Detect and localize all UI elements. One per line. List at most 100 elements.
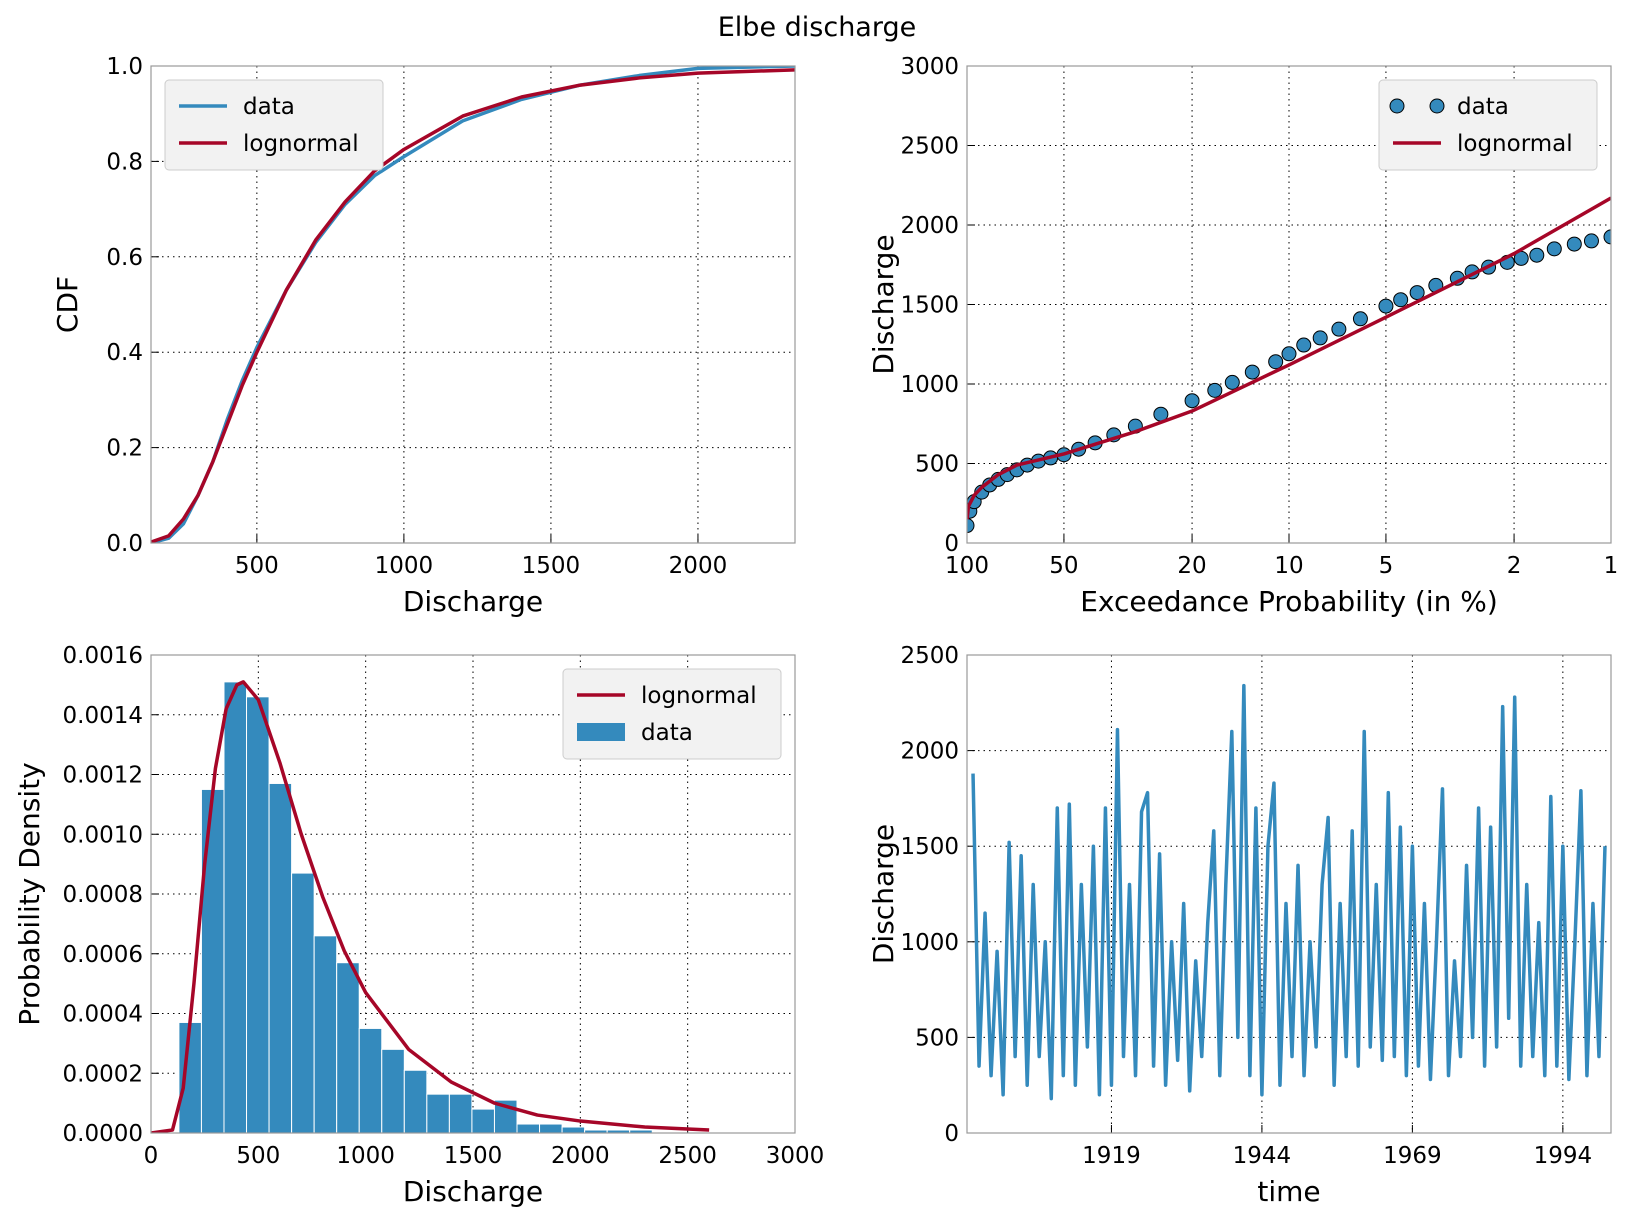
data-point — [1393, 292, 1409, 308]
y-tick-label: 2000 — [900, 739, 959, 765]
data-point — [1352, 311, 1368, 327]
legend-label: data — [1457, 94, 1509, 120]
data-point — [1184, 393, 1200, 409]
y-tick-label: 0.2 — [106, 436, 143, 462]
y-tick-label: 500 — [915, 452, 959, 478]
data-point — [1546, 241, 1562, 257]
bar — [336, 962, 360, 1133]
x-tick-label: 2 — [1507, 553, 1522, 579]
x-tick-label: 1919 — [1082, 1143, 1141, 1169]
bar — [313, 935, 338, 1133]
y-tick-label: 1.0 — [106, 54, 143, 80]
plot-area — [971, 683, 1607, 1101]
x-tick-label: 2000 — [551, 1143, 610, 1169]
y-tick-label: 0.0 — [106, 531, 143, 557]
x-tick-label: 1969 — [1383, 1143, 1442, 1169]
data-point — [1583, 233, 1599, 249]
y-tick-label: 500 — [915, 1025, 959, 1051]
legend: data lognormal — [1378, 79, 1598, 171]
x-tick-label: 1500 — [444, 1143, 503, 1169]
panel: 0 500 1000 1500 2000 2500 3000 100 50 20 10 5 2 1 Exce… — [867, 54, 1618, 618]
series-line — [971, 683, 1607, 1101]
x-tick-label: 0 — [144, 1143, 159, 1169]
x-tick-label: 500 — [236, 1143, 280, 1169]
bar — [561, 1126, 586, 1133]
y-tick-label: 0.8 — [106, 149, 143, 175]
bar — [471, 1108, 495, 1133]
series-line — [967, 196, 1611, 520]
y-tick-label: 0.0006 — [63, 942, 143, 968]
data-point — [1409, 285, 1425, 301]
panel: 0 500 1000 1500 2000 2500 1919 1944 1969 1994 time… — [867, 643, 1612, 1208]
y-axis-label: Discharge — [867, 234, 900, 374]
y-tick-label: 2000 — [900, 213, 959, 239]
x-tick-label: 3000 — [766, 1143, 825, 1169]
x-tick-label: 1 — [1604, 553, 1619, 579]
x-tick-label: 1000 — [336, 1143, 395, 1169]
legend: lognormal data — [562, 668, 782, 760]
x-tick-label: 5 — [1379, 553, 1394, 579]
y-tick-label: 1500 — [900, 834, 959, 860]
y-tick-label: 0.0016 — [63, 643, 143, 669]
panel: 0.0000 0.0002 0.0004 0.0006 0.0008 0.0010 0.00… — [13, 643, 824, 1208]
y-tick-label: 0 — [944, 531, 959, 557]
data-point — [1207, 382, 1223, 398]
y-tick-label: 2500 — [900, 643, 959, 669]
x-tick-label: 10 — [1274, 553, 1303, 579]
x-axis-label: time — [1257, 1175, 1320, 1208]
panel: 0.0 0.2 0.4 0.6 0.8 1.0 500 1000 1500 2000 Dischar… — [51, 54, 796, 618]
bar — [426, 1093, 450, 1133]
y-tick-label: 2500 — [900, 134, 959, 160]
legend-label: data — [641, 720, 693, 746]
legend-swatch — [1429, 98, 1445, 114]
data-point — [1268, 354, 1284, 370]
x-tick-label: 50 — [1049, 553, 1078, 579]
data-point — [1244, 364, 1260, 380]
bar — [403, 1069, 428, 1133]
data-point — [1331, 321, 1347, 337]
bar — [223, 681, 248, 1133]
data-point — [967, 518, 975, 534]
bar — [448, 1093, 473, 1133]
figure-title: Elbe discharge — [718, 12, 916, 43]
bar — [539, 1123, 563, 1133]
bar — [200, 788, 225, 1133]
plot-frame — [150, 654, 796, 1134]
bar — [291, 872, 315, 1133]
series-line — [151, 68, 795, 543]
x-axis-label: Discharge — [403, 585, 543, 618]
data-point — [1566, 236, 1582, 252]
x-tick-label: 1944 — [1233, 1143, 1292, 1169]
bar — [246, 696, 270, 1133]
data-point — [1296, 337, 1312, 353]
legend-label: data — [243, 94, 295, 120]
y-tick-label: 0.0000 — [63, 1121, 143, 1147]
y-tick-label: 0.0004 — [63, 1002, 143, 1028]
plot-area — [151, 66, 795, 543]
data-point — [1281, 346, 1297, 362]
legend-box — [164, 79, 384, 171]
data-point — [1224, 374, 1240, 390]
bar — [381, 1048, 405, 1133]
series-line — [151, 680, 710, 1133]
y-axis-label: Discharge — [867, 824, 900, 964]
bar — [178, 1021, 202, 1133]
legend-swatch — [577, 723, 625, 741]
x-tick-label: 2500 — [658, 1143, 717, 1169]
plot-frame — [150, 65, 796, 544]
y-axis-label: Probability Density — [13, 762, 46, 1025]
x-tick-label: 1000 — [375, 553, 434, 579]
y-tick-label: 0.0008 — [63, 882, 143, 908]
y-tick-label: 0.0002 — [63, 1061, 143, 1087]
plot-frame — [966, 654, 1612, 1134]
y-tick-label: 0.0012 — [63, 763, 143, 789]
y-tick-label: 3000 — [900, 54, 959, 80]
y-tick-label: 1000 — [900, 930, 959, 956]
bar — [268, 782, 293, 1133]
legend-label: lognormal — [243, 131, 359, 157]
legend-label: lognormal — [1457, 131, 1573, 157]
legend-swatch — [1389, 98, 1405, 114]
bar — [358, 1027, 383, 1133]
plot-area — [967, 196, 1611, 534]
